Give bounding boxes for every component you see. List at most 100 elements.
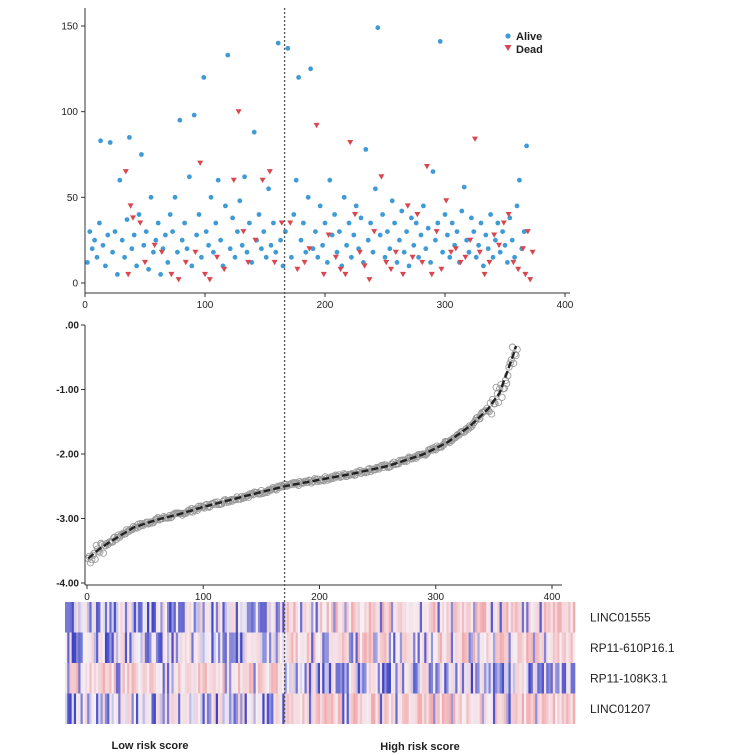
alive-point [454, 229, 460, 235]
alive-point [349, 254, 354, 260]
heatmap-cell [339, 693, 343, 724]
heatmap-cell [570, 663, 574, 694]
heatmap-cell [158, 602, 161, 633]
alive-point [363, 147, 369, 152]
heatmap-cell [355, 663, 358, 694]
alive-point [305, 194, 311, 200]
heatmap-cell [80, 663, 84, 694]
heatmap-cell [173, 693, 177, 724]
heatmap-cell [333, 602, 336, 633]
heatmap-cell [313, 632, 316, 663]
heatmap-cell [359, 663, 363, 694]
heatmap-cell [397, 693, 401, 724]
heatmap-cell [373, 663, 376, 694]
risk-score-point [332, 471, 340, 479]
heatmap-cell [366, 663, 370, 694]
heatmap-cell [348, 663, 352, 694]
dead-point [175, 277, 182, 283]
heatmap-cell [379, 693, 383, 724]
alive-point [119, 237, 125, 243]
risk-score-point [469, 420, 477, 428]
heatmap-cell [450, 693, 454, 724]
risk-score-point [99, 549, 107, 557]
heatmap-cell [73, 602, 77, 633]
heatmap-cell [213, 602, 217, 633]
heatmap-cell [102, 602, 106, 633]
heatmap-cell [521, 663, 525, 694]
heatmap-cell [211, 693, 214, 724]
heatmap-cell [466, 602, 469, 633]
alive-point [461, 184, 467, 190]
heatmap-cell [475, 693, 478, 724]
heatmap-cell [508, 693, 511, 724]
heatmap-cell [444, 632, 447, 663]
heatmap-cell [481, 663, 485, 694]
heatmap-cell [492, 693, 496, 724]
alive-point [247, 220, 252, 226]
heatmap-cell [501, 693, 505, 724]
heatmap-cell [271, 602, 274, 633]
heatmap-cell [441, 663, 445, 694]
heatmap-cell [171, 693, 174, 724]
heatmap-cell [297, 632, 301, 663]
alive-point [112, 229, 118, 235]
heatmap-cell [417, 693, 421, 724]
heatmap-cell [422, 602, 425, 633]
risk-score-point [183, 508, 191, 516]
alive-point [98, 138, 103, 144]
heatmap-cell [104, 693, 108, 724]
alive-point [377, 232, 383, 238]
heatmap-cell [479, 663, 483, 694]
heatmap-cell [255, 602, 259, 633]
alive-point [194, 232, 200, 238]
risk-score-point [513, 345, 521, 354]
dead-point [221, 266, 228, 273]
heatmap-cell [246, 602, 250, 633]
survival-status-panel: 0 50 100 150 0 100 200 300 400 Alive Dead [61, 8, 574, 311]
heatmap-cell [308, 693, 312, 724]
heatmap-cell [331, 602, 334, 633]
heatmap-cell [311, 663, 314, 694]
heatmap-cell [71, 632, 75, 663]
heatmap-cell [495, 693, 498, 724]
heatmap-cell [253, 632, 256, 663]
alive-point [289, 254, 294, 260]
low-risk-label: Low risk score [111, 740, 188, 752]
heatmap-cell [402, 602, 405, 633]
heatmap-cell [566, 663, 569, 694]
heatmap-cell [140, 632, 143, 663]
heatmap-cell [466, 663, 469, 694]
heatmap-cell [455, 663, 458, 694]
heatmap-cell [209, 602, 212, 633]
heatmap-cell [390, 602, 394, 633]
alive-point [344, 242, 349, 248]
heatmap-cell [362, 693, 365, 724]
alive-point [134, 263, 140, 269]
dead-point [235, 109, 242, 115]
high-risk-label: High risk score [380, 741, 459, 753]
heatmap-cell [510, 602, 514, 633]
heatmap-cell [76, 693, 79, 724]
heatmap-cell [273, 602, 276, 633]
heatmap-cell [504, 632, 507, 663]
heatmap-cell [100, 632, 103, 663]
heatmap-cell [257, 693, 261, 724]
heatmap-cell [120, 693, 123, 724]
heatmap-cell [470, 693, 474, 724]
heatmap-cell [344, 632, 347, 663]
heatmap-cell [242, 693, 245, 724]
heatmap-cell [335, 602, 339, 633]
heatmap-cell [182, 693, 186, 724]
alive-point [227, 246, 233, 252]
heatmap-cell [495, 663, 498, 694]
heatmap-cell [277, 693, 281, 724]
heatmap-cell [142, 602, 146, 633]
heatmap-cell [266, 663, 270, 694]
heatmap-cell [406, 632, 409, 663]
heatmap-cell [297, 693, 301, 724]
heatmap-cell [249, 632, 252, 663]
alive-point [464, 237, 469, 243]
heatmap-cell [537, 632, 540, 663]
heatmap-cell [140, 693, 143, 724]
alive-point [298, 237, 304, 243]
